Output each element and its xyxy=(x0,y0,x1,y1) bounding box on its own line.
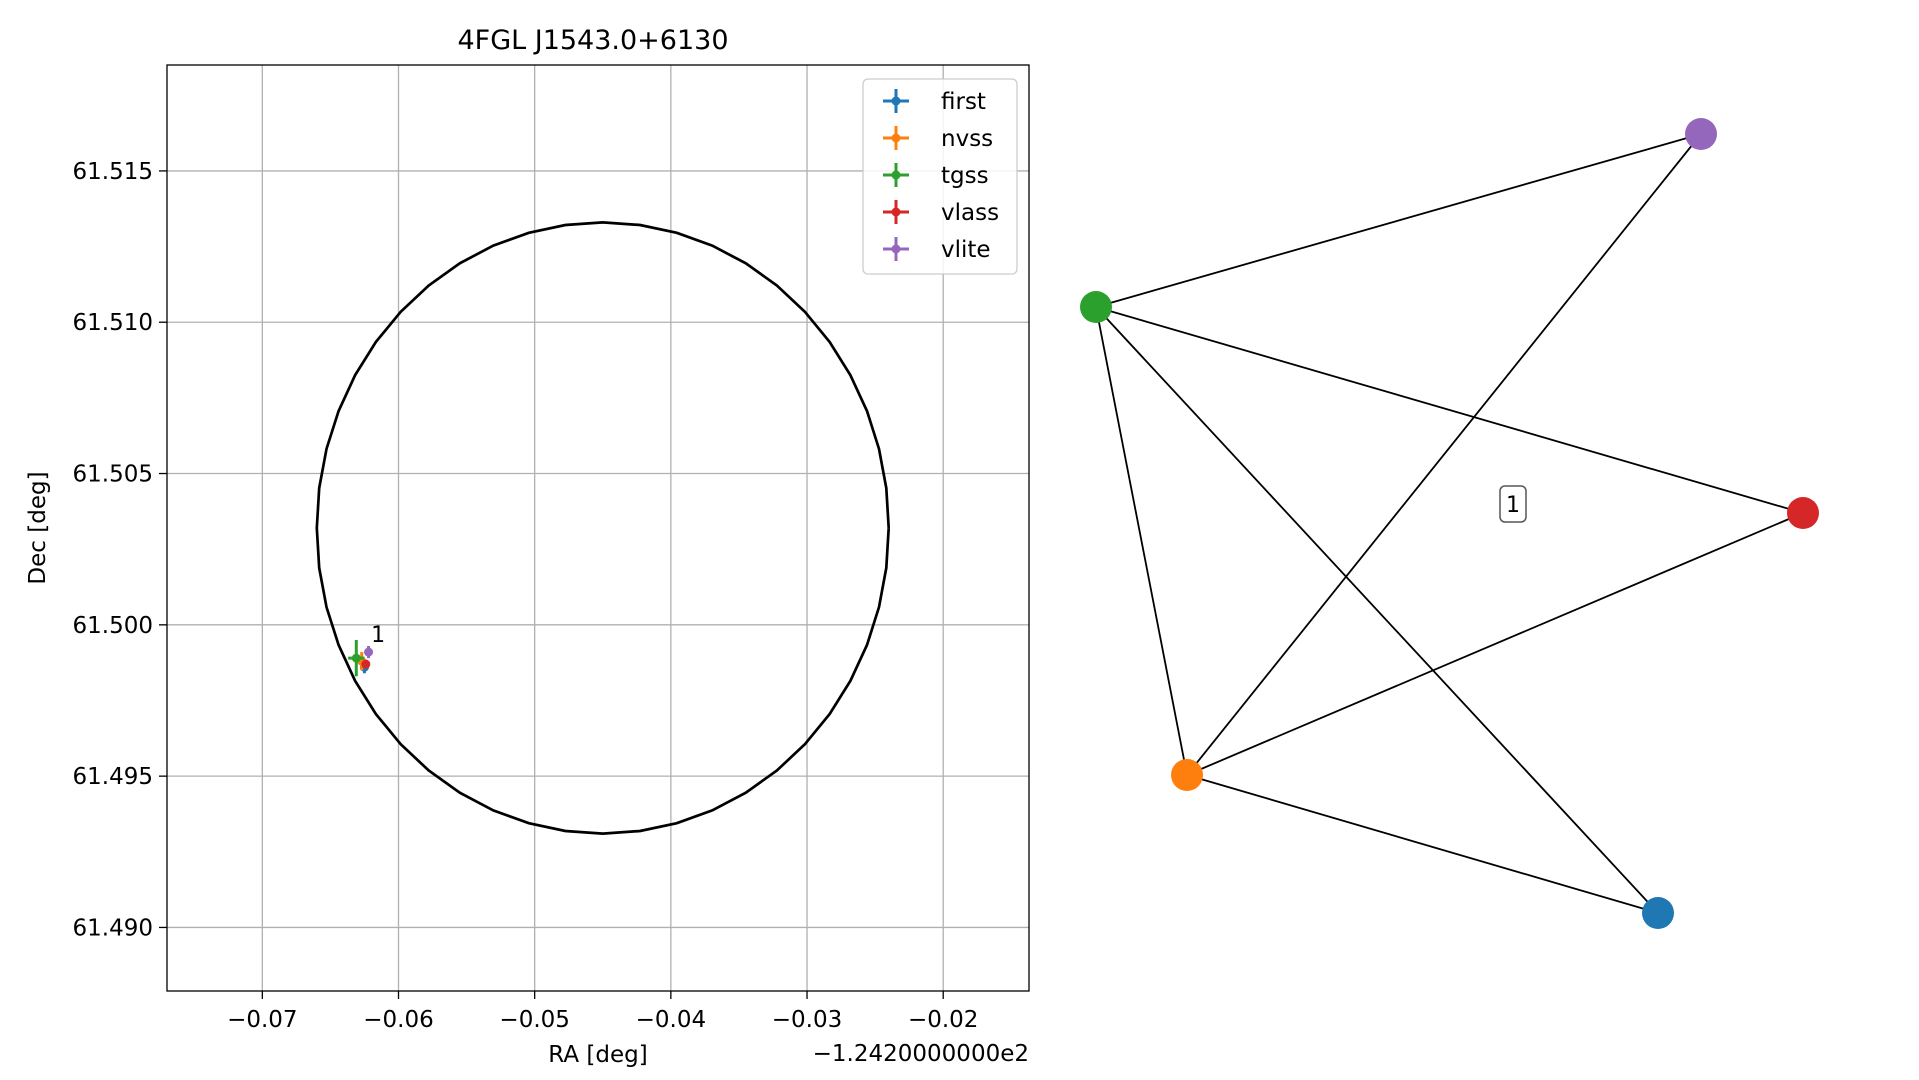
edge-nvss-first xyxy=(1186,774,1659,914)
legend-entry-vlass: vlass xyxy=(883,200,999,226)
legend-marker-nvss-dot xyxy=(891,133,901,143)
graph-edges xyxy=(1095,133,1804,914)
legend-label-tgss: tgss xyxy=(941,163,989,189)
node-first xyxy=(1642,897,1674,929)
plot-frame xyxy=(166,64,1030,992)
x-axis-ticks: −0.07 −0.06 −0.05 −0.04 −0.03 −0.02 xyxy=(227,991,978,1033)
node-tgss xyxy=(1080,291,1112,323)
data-points: 1 xyxy=(348,623,385,677)
point-tgss xyxy=(348,639,365,677)
y-axis-ticks: 61.490 61.495 61.500 61.505 61.510 61.515 xyxy=(73,159,167,941)
edge-nvss-vlite xyxy=(1186,133,1702,776)
x-axis-label: RA [deg] xyxy=(548,1042,647,1068)
edge-nvss-vlass xyxy=(1186,512,1804,776)
y-tick-label: 61.500 xyxy=(73,613,153,639)
legend-entry-tgss: tgss xyxy=(883,163,989,189)
network-graph: 1 xyxy=(1080,118,1819,929)
legend-marker-tgss-dot xyxy=(891,170,901,180)
x-tick-label: −0.07 xyxy=(227,1007,297,1033)
x-tick-label: −0.03 xyxy=(772,1007,842,1033)
point-vlite xyxy=(364,646,374,659)
node-vlass xyxy=(1787,497,1819,529)
y-tick-label: 61.495 xyxy=(73,764,153,790)
point-tgss-marker xyxy=(351,653,361,663)
y-axis-label: Dec [deg] xyxy=(25,471,51,584)
y-tick-label: 61.505 xyxy=(73,462,153,488)
y-tick-label: 61.490 xyxy=(73,915,153,941)
y-tick-label: 61.510 xyxy=(73,310,153,336)
legend-label-nvss: nvss xyxy=(941,126,993,152)
edge-tgss-nvss xyxy=(1095,306,1188,776)
x-axis-offset-label: −1.2420000000e2 xyxy=(813,1041,1029,1067)
x-tick-label: −0.05 xyxy=(499,1007,569,1033)
legend-entry-vlite: vlite xyxy=(883,237,991,263)
legend-label-vlite: vlite xyxy=(941,237,991,263)
legend-label-vlass: vlass xyxy=(941,200,999,226)
chart-title: 4FGL J1543.0+6130 xyxy=(457,25,728,56)
x-tick-label: −0.04 xyxy=(636,1007,706,1033)
node-nvss xyxy=(1171,759,1203,791)
legend-box xyxy=(862,78,1018,275)
legend-marker-vlass-dot xyxy=(891,207,901,217)
node-vlite xyxy=(1685,118,1717,150)
edge-tgss-first xyxy=(1095,306,1659,914)
x-tick-label: −0.02 xyxy=(908,1007,978,1033)
legend-marker-first-dot xyxy=(891,96,901,106)
y-tick-label: 61.515 xyxy=(73,159,153,185)
position-ellipse xyxy=(315,221,891,835)
legend-marker-vlite-dot xyxy=(891,244,901,254)
legend-label-first: first xyxy=(941,89,986,115)
edge-tgss-vlite xyxy=(1095,133,1702,308)
edge-tgss-vlass xyxy=(1095,306,1804,514)
error-ellipse xyxy=(315,221,891,835)
graph-label: 1 xyxy=(1506,493,1520,518)
sky-position-plot: 4FGL J1543.0+6130 1 −0.07 −0.06 −0.05 −0.04… xyxy=(25,25,1030,1068)
graph-nodes xyxy=(1080,118,1819,929)
legend-entry-nvss: nvss xyxy=(883,126,993,152)
point-vlass xyxy=(361,659,371,669)
point-annotation: 1 xyxy=(371,623,385,648)
x-tick-label: −0.06 xyxy=(363,1007,433,1033)
legend: first nvss tgss vlass vlite xyxy=(862,78,1018,275)
point-vlite-marker xyxy=(364,647,374,657)
graph-label-box xyxy=(1499,485,1527,523)
legend-entry-first: first xyxy=(883,89,986,115)
point-vlass-marker xyxy=(361,659,371,669)
